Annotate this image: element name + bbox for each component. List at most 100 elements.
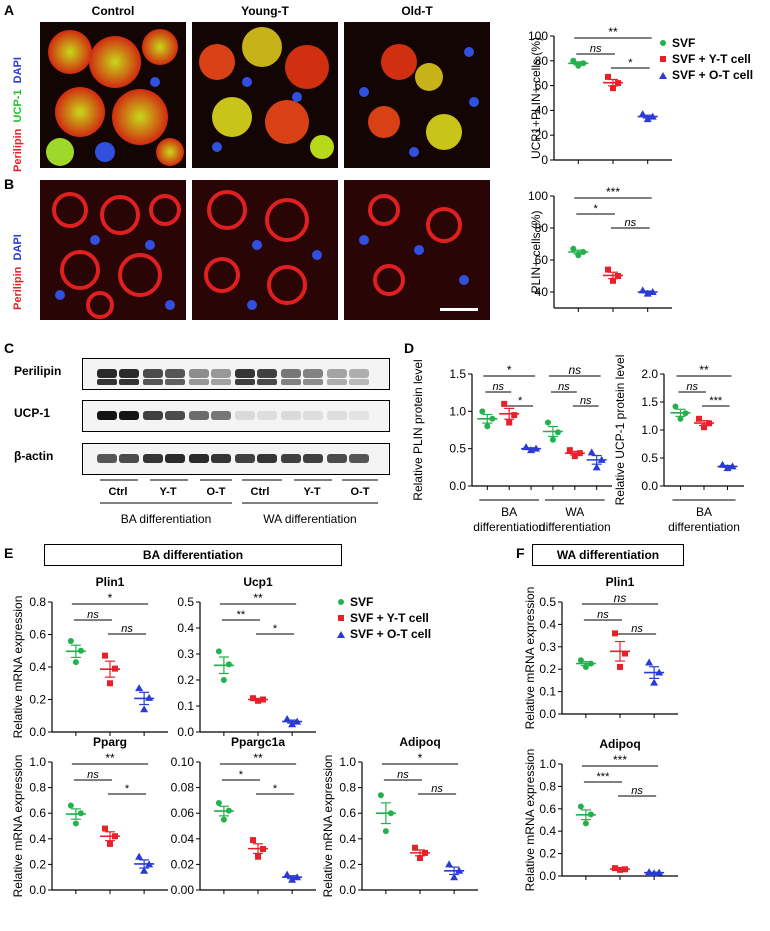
blot-actin-band-0 — [97, 454, 117, 463]
data-point-E_pparg-0-0 — [67, 802, 74, 809]
section-title-f: WA differentiation — [532, 544, 684, 566]
data-point-F_plin1-1-0 — [612, 630, 618, 637]
y-tick-label-E_pparg-1: 0.2 — [29, 857, 46, 871]
data-point-E_pparg-1-2 — [112, 833, 118, 840]
data-point-A_ucp1-1-1 — [610, 85, 616, 92]
x-group-label-D_ucp1-0-a: BA — [696, 505, 712, 519]
sig-label-F_adipoq-1-2: ns — [631, 785, 643, 797]
y-tick-label-E_ucp1-5: 0.5 — [177, 595, 194, 609]
y-tick-label-A_ucp1-4: 80 — [535, 54, 549, 68]
data-point-E_adipoq-2-1 — [450, 873, 459, 881]
column-title-old-t: Old-T — [401, 4, 433, 18]
sig-label-E_ppargc1a-0-1: * — [239, 769, 244, 781]
y-tick-label-B_plin-0: 40 — [535, 285, 549, 299]
blot-perilipin-band-1 — [119, 369, 139, 378]
legend-e-marker-yt — [338, 615, 344, 621]
blot-perilipin-band-6 — [235, 369, 255, 378]
data-point-E_pparg-1-0 — [102, 825, 108, 832]
y-tick-label-E_adipoq-1: 0.2 — [339, 857, 356, 871]
data-point-D_plin-4-0 — [566, 447, 573, 454]
lane-label-6: O-T — [350, 486, 370, 498]
blot-ucp1-band-10 — [327, 411, 347, 420]
blot-perilipin-band-lower-6 — [235, 379, 255, 385]
data-point-E_adipoq-0-0 — [377, 792, 384, 799]
data-point-E_plin1-2-2 — [145, 693, 154, 701]
legend-marker-svf — [660, 40, 666, 46]
blot-perilipin-band-10 — [327, 369, 347, 378]
y-tick-label-D_ucp1-2: 1.0 — [641, 423, 658, 437]
blot-actin-band-5 — [211, 454, 231, 463]
data-point-F_adipoq-1-1 — [617, 866, 623, 873]
y-tick-label-F_adipoq-1: 0.2 — [539, 847, 556, 861]
y-tick-label-F_plin1-3: 0.3 — [539, 640, 556, 654]
data-point-D_plin-0-0 — [479, 408, 486, 415]
data-point-E_pparg-2-2 — [145, 860, 154, 868]
chart-title-E_ucp1: Ucp1 — [243, 575, 273, 589]
y-tick-label-D_plin-0: 0.0 — [449, 479, 466, 493]
sig-label-D_plin-0-1: ns — [492, 381, 504, 393]
data-point-D_ucp1-1-2 — [706, 420, 712, 427]
chart-D_ucp1: 0.0 0.5 1.0 1.5 2.0 Relative UCP-1 protein le… — [613, 355, 744, 534]
data-point-F_adipoq-0-1 — [582, 820, 589, 827]
data-point-A_ucp1-2-2 — [648, 112, 657, 120]
data-point-D_plin-4-1 — [571, 453, 578, 460]
micrograph-b-young-t — [192, 180, 338, 320]
y-tick-label-F_plin1-1: 0.1 — [539, 685, 556, 699]
data-point-F_adipoq-0-2 — [587, 811, 594, 818]
y-tick-label-E_pparg-0: 0.0 — [29, 883, 46, 897]
blot-ucp1-band-4 — [189, 411, 209, 420]
data-point-D_ucp1-2-0 — [718, 460, 727, 468]
chart-title-E_ppargc1a: Ppargc1a — [231, 735, 285, 749]
y-tick-label-E_ppargc1a-1: 0.02 — [171, 857, 195, 871]
blot-perilipin — [82, 358, 390, 390]
sig-label-A_ucp1-0-2: ** — [608, 25, 618, 39]
x-group-label-D_ucp1-0-b: differentiation — [668, 520, 740, 534]
data-point-D_plin-2-0 — [522, 443, 531, 451]
data-point-D_plin-3-0 — [544, 419, 551, 426]
data-point-B_plin-0-1 — [575, 252, 582, 259]
data-point-B_plin-2-2 — [648, 288, 657, 295]
blot-perilipin-band-8 — [281, 369, 301, 378]
data-point-E_plin1-1-1 — [107, 680, 113, 687]
blot-perilipin-band-lower-5 — [211, 379, 231, 385]
data-point-A_ucp1-0-2 — [580, 60, 587, 67]
y-tick-label-B_plin-3: 100 — [528, 189, 548, 203]
data-point-D_plin-0-1 — [484, 423, 491, 430]
sig-label-D_plin-4-5: ns — [580, 395, 592, 407]
blot-ucp1-band-5 — [211, 411, 231, 420]
data-point-E_plin1-0-0 — [67, 638, 74, 644]
y-tick-label-E_plin1-2: 0.4 — [29, 660, 46, 674]
y-tick-label-A_ucp1-2: 40 — [535, 103, 549, 117]
sig-label-D_plin-3-4: ns — [558, 381, 570, 393]
data-point-E_adipoq-1-1 — [417, 855, 423, 861]
data-point-A_ucp1-2-1 — [643, 115, 652, 123]
data-point-F_adipoq-1-2 — [622, 866, 628, 873]
blot-actin-band-7 — [257, 454, 277, 463]
sig-label-E_ucp1-0-2: ** — [253, 591, 263, 605]
blot-actin-band-9 — [303, 454, 323, 463]
blot-ucp1-band-8 — [281, 411, 301, 420]
data-point-E_pparg-0-2 — [77, 810, 84, 817]
y-tick-label-D_plin-3: 1.5 — [449, 367, 466, 381]
sig-label-E_pparg-1-2: * — [125, 783, 130, 795]
data-point-E_pparg-2-0 — [135, 852, 144, 860]
blot-actin-band-3 — [165, 454, 185, 463]
legend-label-yt: SVF + Y-T cell — [672, 52, 751, 66]
blot-actin-band-2 — [143, 454, 163, 463]
sig-label-E_adipoq-0-2: * — [418, 751, 423, 765]
y-tick-label-A_ucp1-5: 100 — [528, 29, 548, 43]
blot-actin — [82, 443, 390, 475]
blot-label-ucp1: UCP-1 — [14, 406, 51, 420]
blot-ucp1-band-1 — [119, 411, 139, 420]
data-point-E_plin1-2-0 — [135, 684, 144, 692]
blot-group-ba: BA differentiation — [120, 512, 212, 526]
sig-label-E_adipoq-1-2: ns — [431, 783, 443, 795]
data-point-F_plin1-2-1 — [650, 678, 659, 686]
blot-perilipin-band-lower-9 — [303, 379, 323, 385]
data-point-E_adipoq-2-0 — [445, 860, 454, 868]
x-group-label-D_plin-0-b: differentiation — [473, 520, 545, 534]
data-point-F_plin1-0-2 — [587, 660, 594, 667]
chart-D_plin: 0.0 0.5 1.0 1.5 Relative PLIN protein level *… — [411, 359, 612, 534]
